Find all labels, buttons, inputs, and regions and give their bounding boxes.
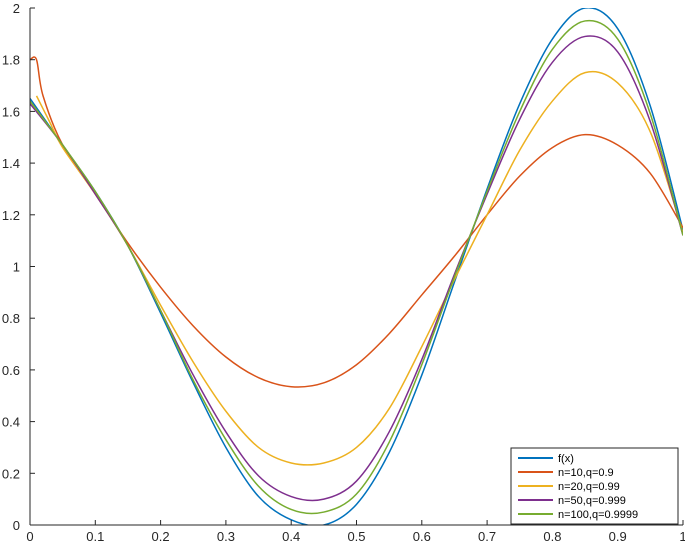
y-tick-label: 1 — [13, 260, 20, 275]
y-tick-label: 0.6 — [2, 363, 20, 378]
legend: f(x) n=10,q=0.9 n=20,q=0.99 n=50,q=0.999 n=1… — [510, 447, 679, 525]
x-tick-label: 0 — [26, 529, 33, 544]
y-tick-label: 0.2 — [2, 466, 20, 481]
y-tick-label: 0.4 — [2, 415, 20, 430]
legend-label: n=100,q=0.9999 — [558, 509, 638, 521]
x-tick-label: 0.3 — [217, 529, 235, 544]
y-tick-label: 1.8 — [2, 53, 20, 68]
y-tick-label: 1.6 — [2, 104, 20, 119]
x-tick-label: 0.2 — [152, 529, 170, 544]
series-line-3 — [35, 70, 683, 466]
legend-label: n=50,q=0.999 — [558, 495, 626, 507]
x-tick-label: 0.9 — [609, 529, 627, 544]
series-line-2 — [30, 56, 683, 388]
y-tick-label: 0.8 — [2, 311, 20, 326]
series-line-4 — [30, 35, 683, 502]
x-tick-label: 0.6 — [413, 529, 431, 544]
y-tick-label: 2 — [13, 1, 20, 16]
y-tick-label: 1.4 — [2, 156, 20, 171]
plot-lines — [30, 8, 683, 525]
legend-label: n=20,q=0.99 — [558, 481, 620, 493]
legend-label: n=10,q=0.9 — [558, 467, 614, 479]
y-tick-label: 0 — [13, 518, 20, 533]
y-tick-label: 1.2 — [2, 208, 20, 223]
x-tick-label: 0.7 — [478, 529, 496, 544]
x-tick-label: 0.1 — [86, 529, 104, 544]
legend-label: f(x) — [558, 453, 574, 465]
x-tick-label: 0.4 — [282, 529, 300, 544]
x-tick-label: 1 — [679, 529, 685, 544]
x-tick-label: 0.8 — [543, 529, 561, 544]
series-line-5 — [30, 19, 683, 515]
x-tick-label: 0.5 — [347, 529, 365, 544]
